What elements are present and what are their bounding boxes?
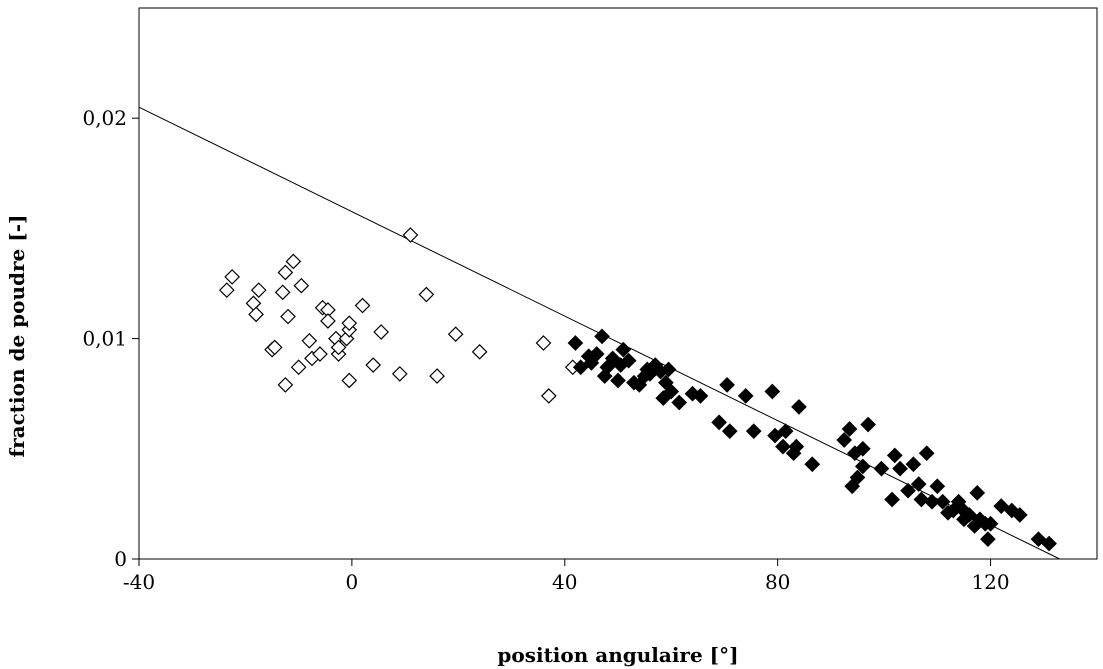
open-diamond-point xyxy=(280,308,296,325)
filled-diamond-point xyxy=(905,456,922,473)
filled-diamond-point xyxy=(918,445,935,462)
open-diamond-point xyxy=(224,269,240,285)
filled-diamond-point xyxy=(588,346,605,362)
filled-diamond-point xyxy=(671,394,688,411)
filled-diamond-point xyxy=(775,438,791,455)
filled-diamond-point xyxy=(934,493,951,510)
y-tick-label: 0,01 xyxy=(82,327,127,351)
filled-diamond-point xyxy=(660,361,677,378)
filled-diamond-point xyxy=(777,423,794,440)
open-diamond-point xyxy=(535,335,552,351)
filled-diamond-point xyxy=(791,399,807,415)
filled-diamond-point xyxy=(982,515,999,532)
filled-diamond-point xyxy=(594,328,610,345)
x-axis-title: position angulaire [°] xyxy=(497,643,738,667)
filled-diamond-point xyxy=(572,359,589,376)
open-diamond-point xyxy=(277,264,294,281)
open-diamond-point xyxy=(330,339,347,356)
open-diamond-point xyxy=(285,253,302,270)
filled-diamond-point xyxy=(804,456,821,473)
x-tick-label: 40 xyxy=(552,570,577,594)
x-tick-label: 120 xyxy=(971,570,1009,594)
open-diamond-point xyxy=(248,306,264,323)
filled-diamond-point xyxy=(841,421,858,437)
filled-diamond-point xyxy=(767,427,783,444)
open-diamond-point xyxy=(402,227,419,243)
filled-diamond-point xyxy=(1011,507,1028,523)
filled-diamond-point xyxy=(663,383,680,400)
open-diamond-point xyxy=(290,359,307,376)
x-tick-label: 80 xyxy=(765,570,790,594)
open-diamond-point xyxy=(354,297,371,314)
filled-diamond-point xyxy=(884,491,900,508)
filled-diamond-point xyxy=(993,498,1010,514)
filled-diamond-point xyxy=(929,478,946,495)
y-tick-label: 0 xyxy=(114,547,127,571)
filled-diamond-point xyxy=(692,388,709,404)
open-diamond-point xyxy=(447,326,464,343)
open-diamond-point xyxy=(218,282,235,298)
filled-diamond-point xyxy=(745,423,762,440)
data-points xyxy=(218,227,1057,552)
open-diamond-point xyxy=(277,377,294,393)
filled-diamond-point xyxy=(892,460,908,477)
filled-diamond-point xyxy=(849,469,866,486)
filled-diamond-point xyxy=(567,335,584,351)
filled-diamond-point xyxy=(854,440,871,457)
filled-diamond-point xyxy=(924,493,940,510)
plot-area xyxy=(138,7,1098,560)
filled-diamond-point xyxy=(788,438,805,455)
filled-diamond-point xyxy=(873,460,890,477)
open-diamond-point xyxy=(250,282,267,298)
open-diamond-point xyxy=(320,313,336,329)
filled-diamond-point xyxy=(737,388,754,404)
open-diamond-point xyxy=(301,332,318,349)
filled-diamond-point xyxy=(910,476,927,492)
filled-diamond-point xyxy=(913,491,930,508)
axis-ticks xyxy=(132,117,992,566)
open-diamond-point xyxy=(341,315,358,332)
x-tick-label: 0 xyxy=(346,570,359,594)
open-diamond-point xyxy=(471,343,488,360)
filled-diamond-point xyxy=(1003,502,1020,519)
filled-diamond-point xyxy=(836,432,853,448)
open-diamond-point xyxy=(266,339,283,356)
open-diamond-point xyxy=(365,357,382,373)
open-diamond-point xyxy=(391,366,408,382)
y-axis-title: fraction de poudre [-] xyxy=(5,215,29,458)
open-diamond-point xyxy=(540,388,557,404)
x-tick-label: -40 xyxy=(123,570,155,594)
filled-diamond-point xyxy=(764,383,781,400)
filled-diamond-point xyxy=(854,458,871,475)
filled-diamond-point xyxy=(610,372,626,389)
open-diamond-point xyxy=(341,372,358,389)
filled-diamond-point xyxy=(719,377,735,393)
filled-diamond-point xyxy=(1030,531,1047,548)
open-diamond-point xyxy=(312,346,328,362)
open-diamond-point xyxy=(274,284,291,301)
filled-diamond-point xyxy=(620,352,637,369)
filled-diamond-point xyxy=(721,423,738,440)
open-diamond-point xyxy=(373,324,390,340)
y-tick-label: 0,02 xyxy=(82,106,127,130)
filled-diamond-point xyxy=(1041,535,1057,552)
filled-diamond-point xyxy=(969,485,986,501)
filled-diamond-point xyxy=(711,414,727,431)
open-diamond-point xyxy=(418,286,435,303)
filled-diamond-point xyxy=(860,416,876,433)
filled-diamond-point xyxy=(980,531,996,548)
filled-diamond-point xyxy=(961,507,978,523)
filled-diamond-point xyxy=(886,447,903,464)
filled-diamond-point xyxy=(615,341,632,358)
filled-diamond-point xyxy=(900,482,916,499)
open-diamond-point xyxy=(429,368,445,384)
open-diamond-point xyxy=(293,277,310,294)
